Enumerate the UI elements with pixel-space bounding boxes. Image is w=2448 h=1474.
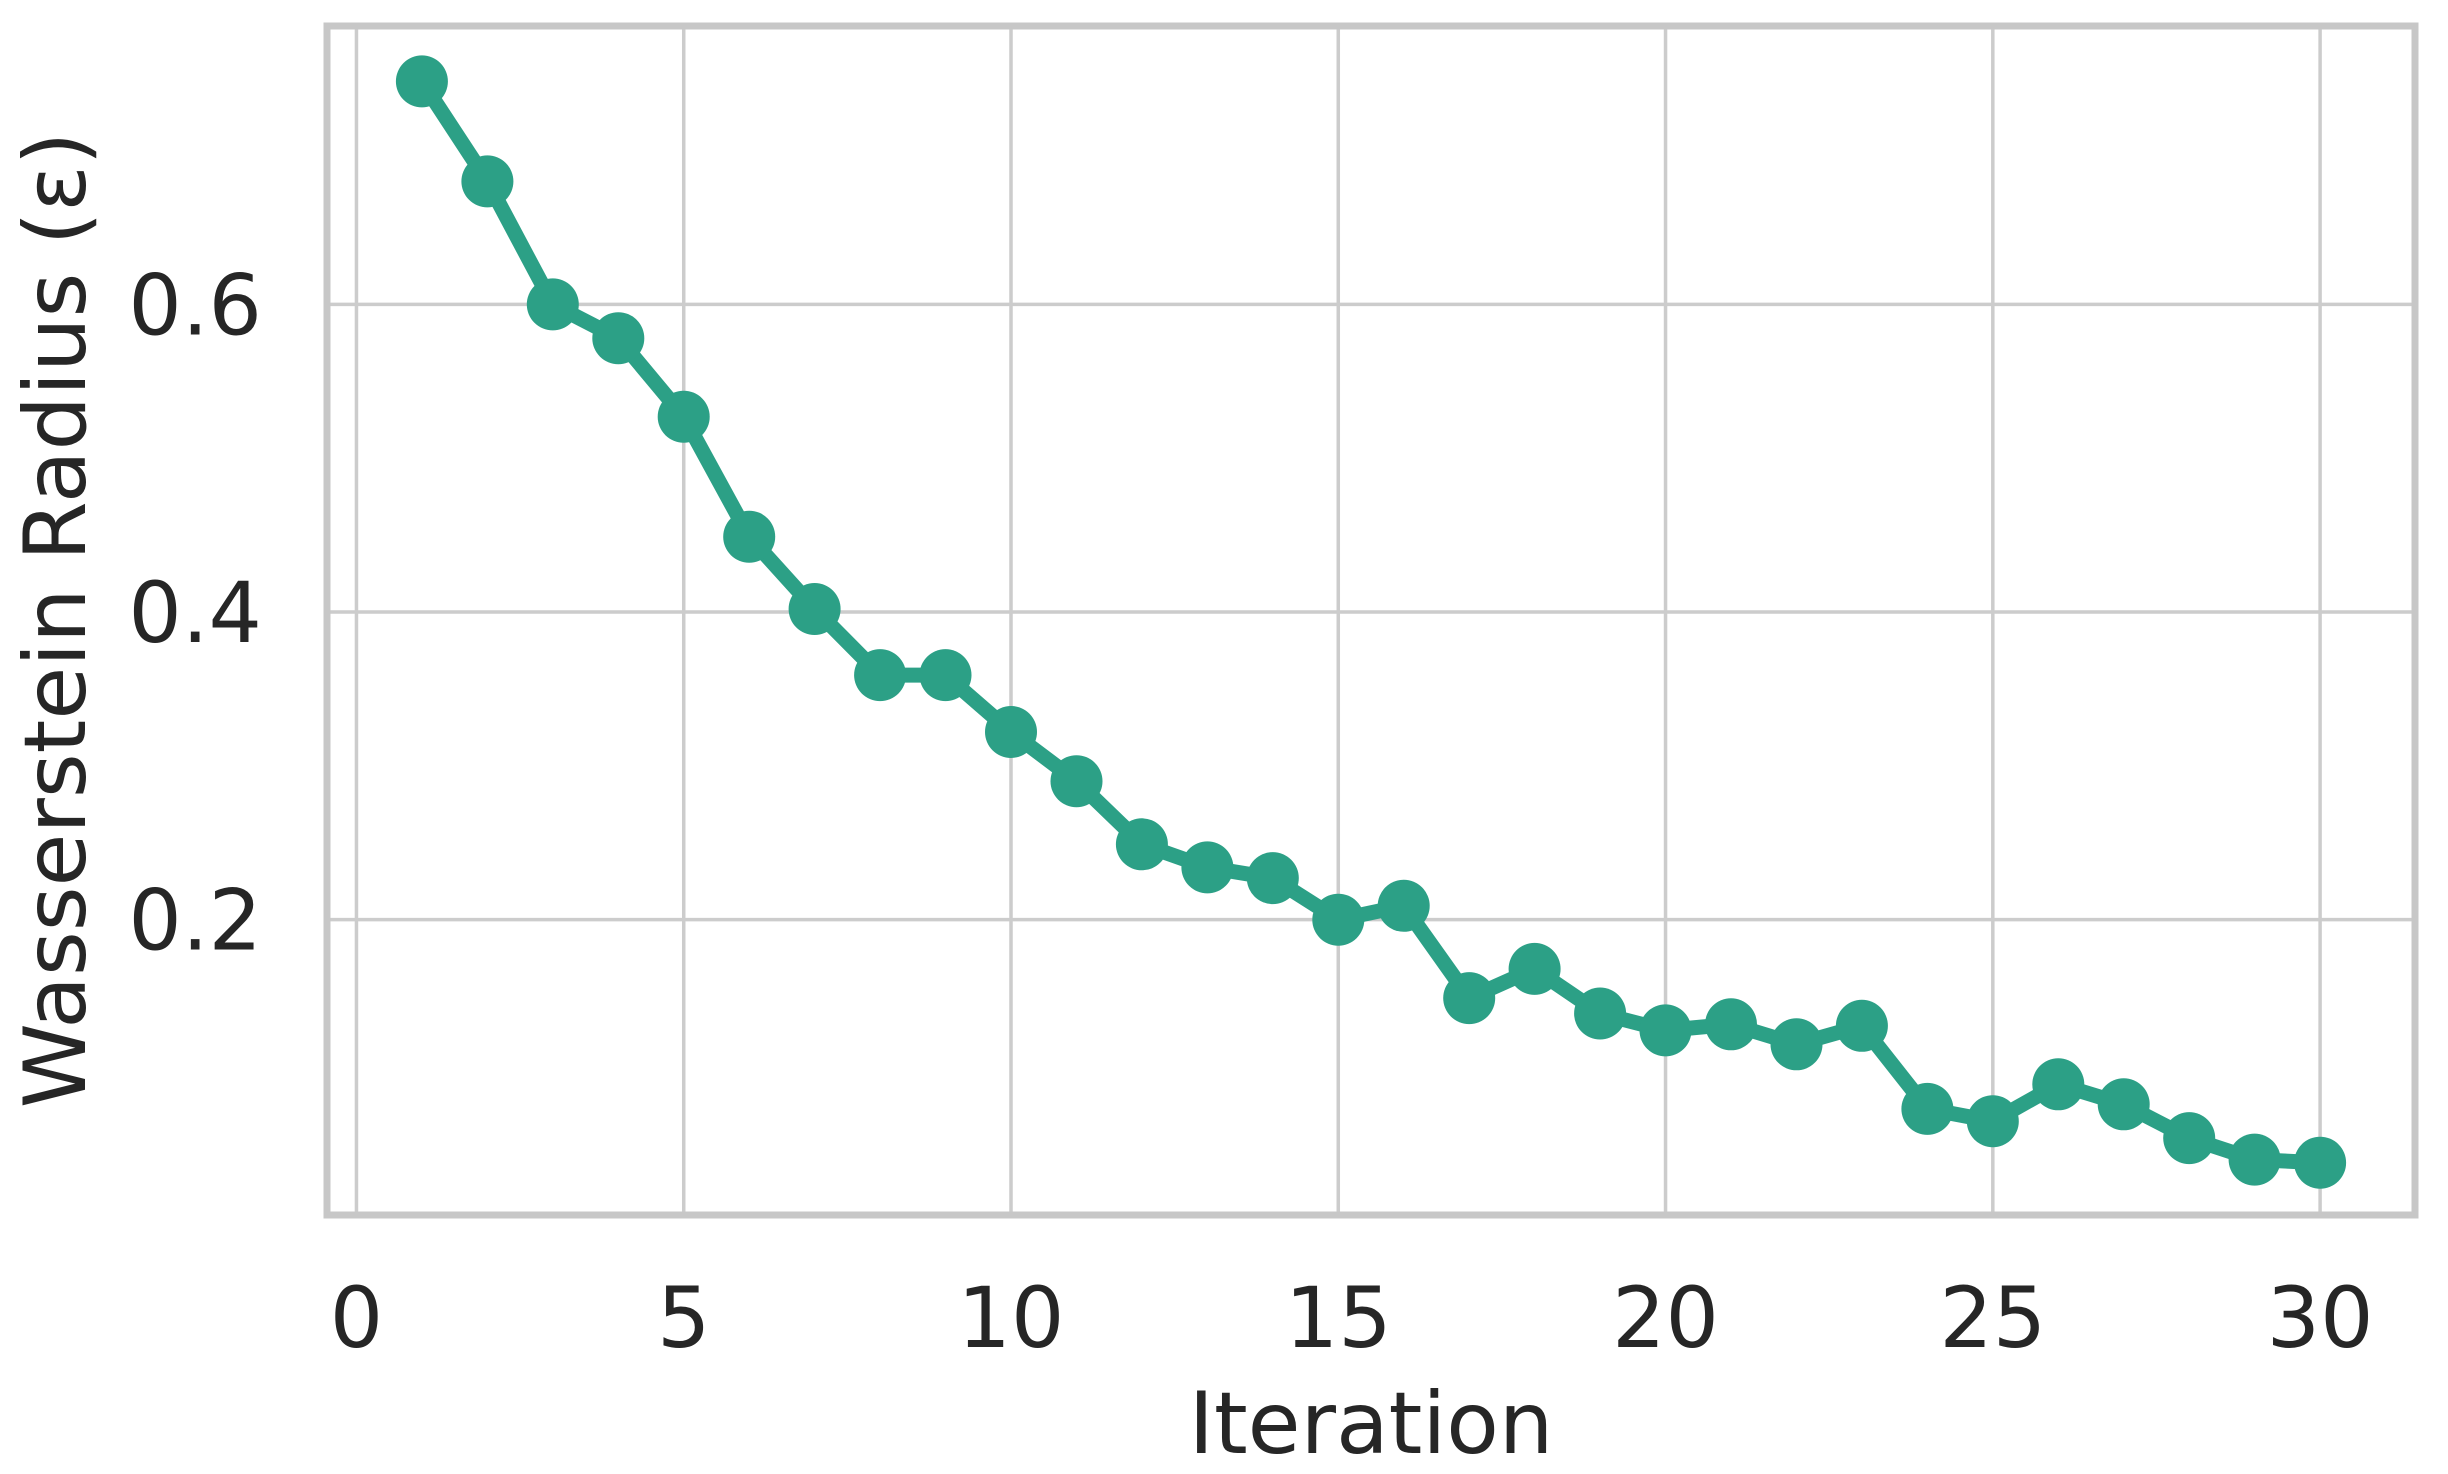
data-point [1312, 893, 1365, 946]
data-point [1508, 942, 1561, 995]
x-tick-label: 30 [2267, 1269, 2374, 1367]
y-tick-label: 0.6 [128, 256, 262, 354]
data-point [919, 649, 972, 702]
data-point [395, 55, 448, 108]
x-axis-title: Iteration [1188, 1374, 1554, 1474]
data-point [1966, 1095, 2019, 1148]
data-point [985, 706, 1037, 758]
data-point [1770, 1018, 1823, 1071]
data-point [723, 510, 776, 563]
data-point [2097, 1078, 2150, 1131]
data-point [1705, 998, 1757, 1051]
y-tick-label: 0.2 [128, 872, 262, 970]
data-point [2032, 1058, 2085, 1111]
data-point [1835, 999, 1888, 1052]
data-point [592, 312, 645, 365]
x-tick-label: 25 [1939, 1269, 2046, 1367]
y-tick-label: 0.4 [128, 564, 262, 662]
data-point [2163, 1112, 2216, 1165]
x-tick-label: 5 [657, 1269, 710, 1367]
data-point [1181, 841, 1234, 894]
data-point [1115, 818, 1168, 871]
x-tick-label: 0 [330, 1269, 383, 1367]
data-point [1443, 972, 1496, 1025]
data-point [2294, 1136, 2347, 1189]
data-point [2228, 1133, 2281, 1186]
data-point [1901, 1082, 1954, 1135]
plot-area-border [323, 22, 2419, 1219]
data-point [788, 583, 841, 635]
y-axis-title: Wasserstein Radius (ε) [6, 131, 106, 1109]
data-point [461, 155, 514, 208]
x-tick-label: 20 [1612, 1269, 1719, 1367]
data-point [1377, 879, 1430, 932]
data-point [1246, 852, 1299, 905]
x-tick-label: 10 [958, 1269, 1065, 1367]
data-point [657, 390, 710, 443]
x-tick-label: 15 [1285, 1269, 1392, 1367]
data-point [1639, 1004, 1692, 1057]
data-point [526, 278, 579, 331]
series-line [414, 73, 2328, 1171]
data-point [854, 649, 907, 702]
data-point [1574, 987, 1627, 1040]
data-point [1050, 755, 1103, 808]
